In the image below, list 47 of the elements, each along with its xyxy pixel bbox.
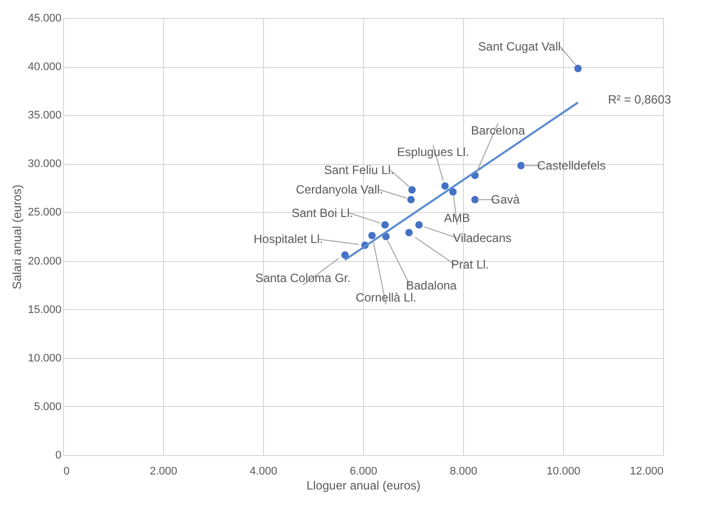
y-axis-title: Salari anual (euros) xyxy=(10,184,24,290)
x-tick-label: 6.000 xyxy=(350,466,378,478)
x-tick-label: 2.000 xyxy=(150,466,178,478)
annotation: Sant Boi Ll. xyxy=(292,206,353,220)
annotation: Sant Feliu Ll. xyxy=(324,162,394,177)
y-tick-label: 45.000 xyxy=(28,12,62,24)
annotation: Castelldefels xyxy=(537,158,606,173)
point xyxy=(471,196,479,204)
point xyxy=(407,196,415,204)
x-tick-label: 0 xyxy=(64,466,70,478)
x-tick-label: 8.000 xyxy=(450,466,478,478)
annotation: AMB xyxy=(444,210,470,225)
point xyxy=(368,232,376,240)
y-tick-label: 35.000 xyxy=(28,110,62,122)
x-tick-label: 12.000 xyxy=(630,466,664,478)
y-tick-label: 10.000 xyxy=(28,352,62,364)
point xyxy=(415,221,423,229)
annotation: R² = 0,8603 xyxy=(608,92,672,106)
annotation: Barcelona xyxy=(470,123,526,138)
annotation: Prat Ll. xyxy=(451,258,490,272)
x-axis-title: Lloguer anual (euros) xyxy=(306,478,421,492)
y-tick-label: 40.000 xyxy=(28,61,62,74)
x-tick-label: 4.000 xyxy=(250,466,278,478)
annotation: Viladecans xyxy=(453,230,512,245)
point xyxy=(574,64,582,72)
point xyxy=(381,221,389,229)
annotation: Gavà xyxy=(491,192,520,207)
point xyxy=(517,162,525,170)
y-tick-label: 5.000 xyxy=(34,400,62,413)
annotation: Santa Coloma Gr. xyxy=(255,270,351,285)
y-tick-label: 0 xyxy=(55,450,62,462)
point xyxy=(408,186,416,194)
y-tick-label: 30.000 xyxy=(28,158,62,170)
y-tick-label: 20.000 xyxy=(28,255,62,268)
annotation: Cerdanyola Vall. xyxy=(296,182,383,197)
annotation: Hospitalet Ll. xyxy=(254,232,323,246)
annotation: Badalona xyxy=(406,278,458,292)
annotation: Cornellà Ll. xyxy=(356,290,416,305)
point xyxy=(449,188,457,196)
point xyxy=(441,182,449,190)
point xyxy=(405,228,413,236)
y-tick-label: 25.000 xyxy=(28,206,62,219)
y-tick-label: 15.000 xyxy=(28,304,62,316)
annotation: Esplugues Ll. xyxy=(396,145,470,159)
annotation: Sant Cugat Vall. xyxy=(478,40,564,54)
point xyxy=(341,251,349,259)
x-tick-label: 10.000 xyxy=(546,466,580,478)
